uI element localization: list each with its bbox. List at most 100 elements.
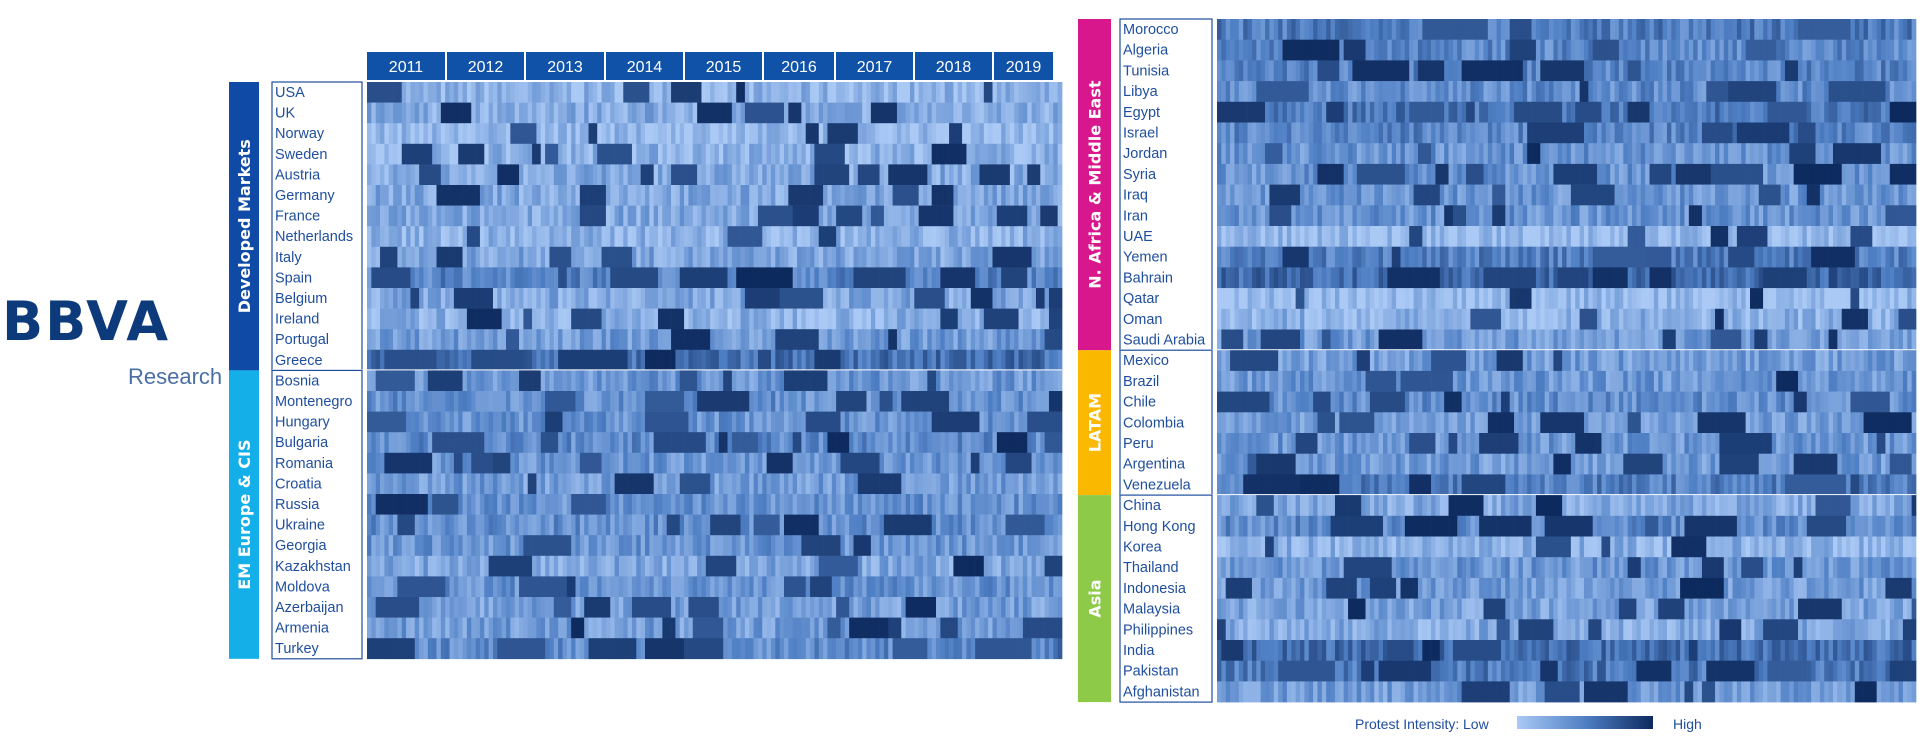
heatmap-cell — [705, 82, 711, 103]
heatmap-cell — [462, 638, 468, 660]
heatmap-cell — [475, 205, 481, 227]
heatmap-cell — [792, 226, 798, 248]
heatmap-cell — [393, 638, 398, 660]
heatmap-cell — [688, 370, 694, 392]
heatmap-cell — [571, 308, 576, 330]
heatmap-cell — [623, 102, 628, 124]
heatmap-cell — [397, 288, 403, 309]
heatmap-cell — [380, 473, 385, 495]
heatmap-cell — [744, 494, 750, 515]
heatmap-cell — [775, 246, 780, 268]
heatmap-cell — [384, 267, 390, 289]
heatmap-cell — [1009, 205, 1015, 227]
heatmap-cell — [975, 82, 980, 103]
heatmap-cell — [736, 185, 741, 206]
heatmap-cell — [532, 143, 537, 165]
heatmap-cell — [1048, 308, 1054, 330]
heatmap-cell — [371, 246, 377, 268]
heatmap-cell — [419, 308, 424, 330]
heatmap-cell — [614, 514, 620, 536]
heatmap-cell — [736, 308, 741, 330]
heatmap-cell — [458, 185, 463, 206]
heatmap-cell — [1509, 19, 1515, 40]
heatmap-cell — [601, 617, 607, 639]
heatmap-row — [367, 205, 1063, 227]
heatmap-cell — [944, 638, 950, 660]
heatmap-cell — [1295, 19, 1301, 40]
heatmap-cell — [779, 432, 785, 454]
heatmap-cell — [896, 246, 902, 268]
heatmap-cell — [814, 370, 820, 392]
heatmap-cell — [640, 143, 646, 165]
heatmap-cell — [814, 226, 820, 248]
heatmap-cell — [1273, 60, 1279, 82]
heatmap-cell — [697, 576, 702, 598]
heatmap-cell — [1911, 19, 1917, 40]
heatmap-cell — [1457, 19, 1462, 40]
heatmap-cell — [718, 617, 724, 639]
heatmap-cell — [1027, 535, 1032, 557]
heatmap-cell — [549, 411, 555, 433]
heatmap-cell — [532, 123, 537, 145]
heatmap-cell — [697, 164, 702, 186]
heatmap-cell — [666, 308, 672, 330]
heatmap-cell — [614, 391, 620, 412]
heatmap-cell — [579, 185, 585, 206]
heatmap-cell — [1693, 39, 1698, 61]
heatmap-row — [367, 555, 1063, 577]
heatmap-cell — [701, 432, 707, 454]
heatmap-cell — [1057, 82, 1063, 103]
heatmap-cell — [896, 226, 902, 248]
heatmap-cell — [853, 267, 859, 289]
heatmap-cell — [1057, 205, 1063, 227]
heatmap-cell — [1680, 19, 1685, 40]
heatmap-cell — [883, 638, 889, 660]
heatmap-row — [367, 576, 1063, 598]
heatmap-cell — [653, 288, 659, 309]
heatmap-cell — [823, 617, 828, 639]
heatmap-cell — [380, 597, 385, 618]
heatmap-cell — [688, 246, 694, 268]
heatmap-cell — [436, 370, 442, 392]
heatmap-cell — [523, 576, 529, 598]
heatmap-cell — [540, 555, 546, 577]
heatmap-cell — [671, 514, 676, 536]
heatmap-cell — [627, 246, 633, 268]
heatmap-cell — [1044, 370, 1050, 392]
heatmap-cell — [514, 411, 520, 433]
heatmap-cell — [792, 555, 798, 577]
heatmap-cell — [940, 329, 946, 351]
heatmap-cell — [367, 246, 372, 268]
heatmap-cell — [788, 123, 794, 145]
heatmap-cell — [588, 535, 594, 557]
heatmap-cell — [497, 205, 502, 227]
heatmap-cell — [731, 535, 737, 557]
heatmap-cell — [636, 576, 641, 598]
heatmap-cell — [970, 494, 976, 515]
heatmap-cell — [679, 494, 685, 515]
heatmap-cell — [684, 597, 689, 618]
heatmap-cell — [1645, 60, 1650, 82]
heatmap-cell — [506, 82, 511, 103]
heatmap-cell — [1044, 349, 1050, 371]
heatmap-cell — [623, 432, 628, 454]
heatmap-cell — [979, 452, 985, 474]
heatmap-cell — [1745, 19, 1751, 40]
heatmap-cell — [888, 329, 893, 351]
heatmap-cell — [849, 494, 854, 515]
heatmap-cell — [810, 576, 815, 598]
heatmap-cell — [1048, 288, 1054, 309]
heatmap-cell — [1035, 143, 1041, 165]
heatmap-cell — [501, 576, 507, 598]
heatmap-cell — [818, 185, 824, 206]
heatmap-cell — [757, 102, 763, 124]
heatmap-cell — [953, 452, 959, 474]
heatmap-cell — [553, 576, 559, 598]
heatmap-cell — [618, 597, 624, 618]
heatmap-cell — [753, 535, 759, 557]
heatmap-cell — [923, 617, 928, 639]
heatmap-cell — [527, 308, 533, 330]
heatmap-cell — [440, 164, 446, 186]
heatmap-cell — [662, 143, 668, 165]
heatmap-cell — [957, 349, 963, 371]
